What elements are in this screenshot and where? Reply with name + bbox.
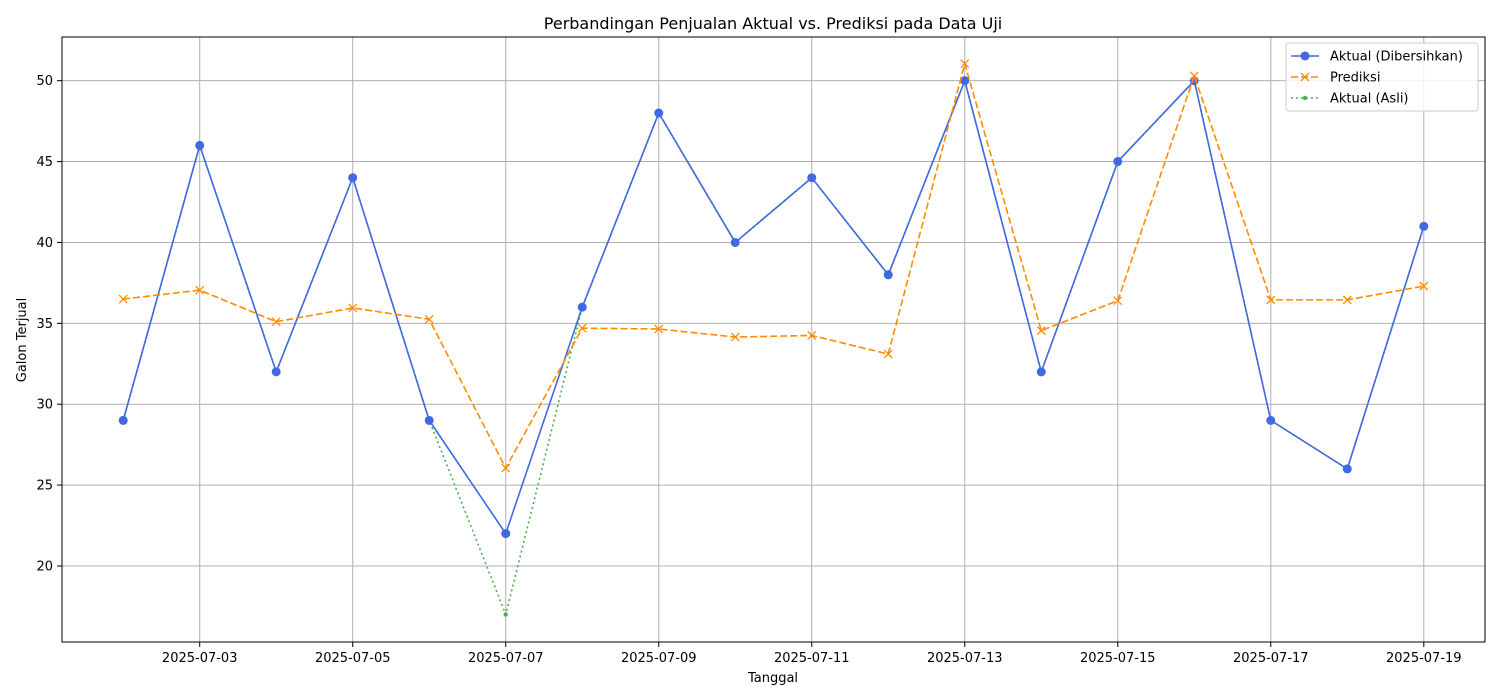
y-tick-label: 30 — [36, 398, 53, 413]
x-marker-stroke — [195, 285, 205, 295]
x-marker-stroke — [501, 463, 511, 473]
data-point-aktual-dibersihkan — [1036, 367, 1046, 377]
x-marker-stroke — [118, 294, 128, 304]
legend-label: Aktual (Asli) — [1330, 92, 1409, 107]
x-tick-label: 2025-07-17 — [1233, 651, 1309, 666]
x-marker-stroke — [807, 330, 817, 340]
data-point-aktual-dibersihkan — [1342, 464, 1352, 474]
y-tick-label: 25 — [36, 479, 53, 494]
data-point-aktual-dibersihkan — [1113, 157, 1123, 167]
data-point-aktual-dibersihkan — [348, 173, 358, 183]
x-marker-stroke — [883, 349, 893, 359]
data-point-prediksi — [271, 317, 281, 327]
x-tick-label: 2025-07-03 — [162, 651, 238, 666]
x-marker-stroke — [730, 332, 740, 342]
x-marker-stroke — [271, 317, 281, 327]
data-point-aktual-dibersihkan — [807, 173, 817, 183]
data-point-aktual-dibersihkan — [960, 76, 970, 86]
data-point-aktual-dibersihkan — [577, 302, 587, 312]
y-axis-label: Galon Terjual — [15, 298, 30, 382]
x-marker-stroke — [654, 324, 664, 334]
legend-label: Prediksi — [1330, 71, 1380, 86]
x-tick-label: 2025-07-15 — [1080, 651, 1156, 666]
legend-marker — [1302, 95, 1308, 101]
plot-frame — [61, 36, 1486, 643]
x-marker-stroke — [348, 303, 358, 313]
data-point-prediksi — [1266, 295, 1276, 305]
x-tick-label: 2025-07-05 — [315, 651, 391, 666]
x-marker-stroke — [1036, 326, 1046, 336]
legend: Aktual (Dibersihkan) Prediksi Aktual (Asli… — [1285, 42, 1479, 112]
data-point-aktual-dibersihkan — [195, 140, 205, 150]
x-marker-stroke — [960, 59, 970, 69]
x-marker-stroke — [1419, 281, 1429, 291]
data-point-prediksi — [424, 314, 434, 324]
data-point-prediksi — [807, 330, 817, 340]
x-marker-stroke — [1266, 295, 1276, 305]
data-point-aktual-dibersihkan — [730, 237, 740, 247]
data-point-prediksi — [1342, 295, 1352, 305]
grid-lines — [62, 37, 1485, 642]
legend-label: Aktual (Dibersihkan) — [1330, 50, 1463, 65]
data-point-prediksi — [1189, 71, 1199, 81]
series-line-aktual-asli — [122, 78, 1425, 618]
x-tick-label: 2025-07-13 — [927, 651, 1003, 666]
x-tick-label: 2025-07-19 — [1386, 651, 1462, 666]
data-point-prediksi — [730, 332, 740, 342]
data-point-aktual-dibersihkan — [424, 415, 434, 425]
x-tick-label: 2025-07-09 — [621, 651, 697, 666]
x-marker-stroke — [424, 314, 434, 324]
data-point-aktual-dibersihkan — [1419, 221, 1429, 231]
data-point-prediksi — [577, 323, 587, 333]
x-marker-stroke — [577, 323, 587, 333]
y-tick-label: 50 — [36, 74, 53, 89]
data-point-aktual-dibersihkan — [883, 270, 893, 280]
x-tick-label: 2025-07-07 — [468, 651, 544, 666]
data-point-prediksi — [118, 294, 128, 304]
data-point-aktual-asli — [503, 612, 508, 617]
y-tick-label: 40 — [36, 236, 53, 251]
data-point-prediksi — [960, 59, 970, 69]
series-line-prediksi — [123, 60, 1424, 470]
data-point-prediksi — [883, 349, 893, 359]
series-line-aktual-dibersihkan — [122, 78, 1425, 536]
legend-box — [1285, 42, 1479, 112]
chart-title: Perbandingan Penjualan Aktual vs. Predik… — [544, 14, 1002, 33]
data-point-prediksi — [1419, 281, 1429, 291]
data-point-prediksi — [195, 285, 205, 295]
x-marker-stroke — [1342, 295, 1352, 305]
y-tick-label: 20 — [36, 559, 53, 574]
data-point-aktual-dibersihkan — [1266, 415, 1276, 425]
x-axis-label: Tanggal — [747, 671, 798, 686]
x-marker-stroke — [1189, 71, 1199, 81]
data-point-prediksi — [1036, 326, 1046, 336]
series-layer — [118, 59, 1429, 618]
y-tick-label: 45 — [36, 155, 53, 170]
data-point-aktual-dibersihkan — [501, 529, 511, 539]
data-point-aktual-dibersihkan — [654, 108, 664, 118]
data-point-prediksi — [1113, 296, 1123, 306]
data-point-aktual-dibersihkan — [271, 367, 281, 377]
x-marker-stroke — [1300, 72, 1310, 82]
data-point-prediksi — [348, 303, 358, 313]
x-marker-stroke — [1113, 296, 1123, 306]
axis-ticks: 2025-07-03 2025-07-05 2025-07-07 2025-07-09… — [36, 74, 1461, 666]
data-point-prediksi — [654, 324, 664, 334]
legend-marker — [1300, 51, 1310, 61]
data-point-aktual-dibersihkan — [118, 415, 128, 425]
y-tick-label: 35 — [36, 317, 53, 332]
x-tick-label: 2025-07-11 — [774, 651, 850, 666]
legend-marker — [1300, 72, 1310, 82]
data-point-prediksi — [501, 463, 511, 473]
